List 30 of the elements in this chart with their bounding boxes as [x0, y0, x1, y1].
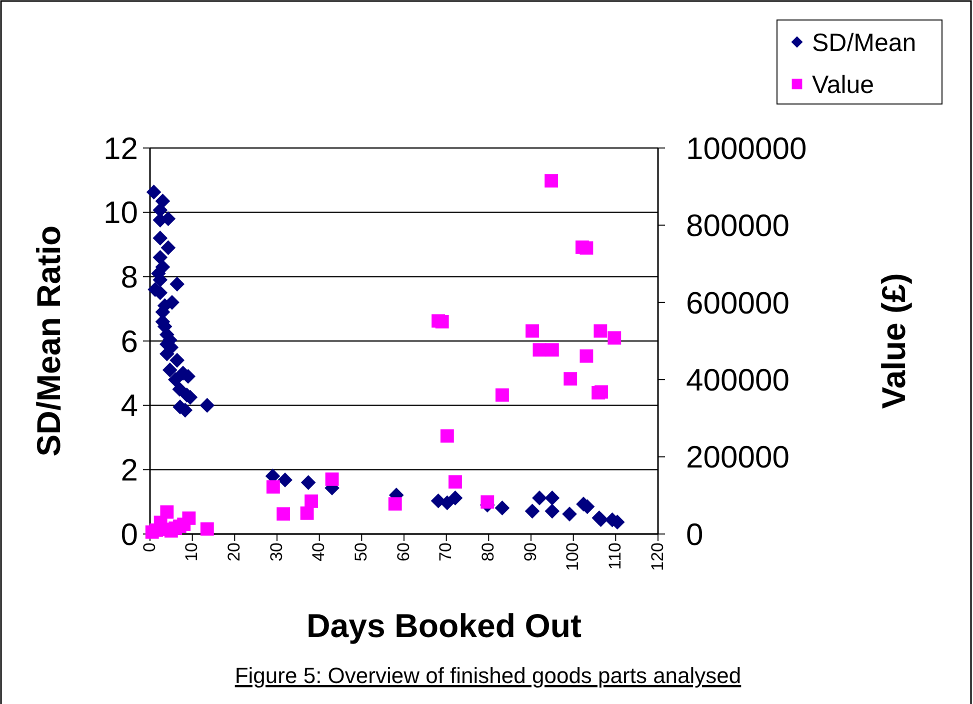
y-tick-label: 4: [120, 388, 138, 424]
x-tick-label: 110: [606, 542, 625, 570]
y-tick-label: 12: [104, 130, 138, 166]
x-tick-label: 80: [478, 542, 498, 562]
x-tick-label: 0: [140, 542, 159, 552]
y-tick-label: 8: [120, 260, 138, 295]
y2-tick-label: 400000: [686, 362, 790, 398]
x-tick-label: 10: [182, 542, 202, 562]
y-axis-title: SD/Mean Ratio: [30, 225, 67, 457]
x-tick-label: 90: [520, 542, 540, 562]
x-tick-label: 60: [394, 542, 413, 562]
y2-tick-label: 1000000: [686, 130, 807, 166]
caption: Figure 5: Overview of finished goods parts analysed: [234, 663, 742, 688]
y-tick-label: 6: [120, 324, 138, 359]
y2-axis-title: Value (£): [875, 273, 912, 409]
x-tick-label: 20: [224, 542, 244, 562]
x-tick-label: 50: [352, 542, 371, 562]
x-tick-label: 30: [266, 542, 286, 562]
legend-label: Value: [812, 70, 874, 99]
x-axis-title: Days Booked Out: [306, 607, 582, 644]
y2-tick-label: 600000: [686, 285, 790, 320]
x-tick-label: 120: [648, 542, 667, 571]
y-tick-label: 10: [104, 195, 138, 230]
x-tick-label: 70: [436, 542, 456, 562]
x-tick-label: 100: [563, 542, 582, 571]
legend-label: SD/Mean: [812, 28, 916, 57]
x-tick-label: 40: [309, 542, 328, 562]
y-tick-label: 2: [120, 452, 138, 488]
y2-tick-label: 200000: [686, 440, 790, 475]
y2-tick-label: 800000: [686, 208, 790, 244]
